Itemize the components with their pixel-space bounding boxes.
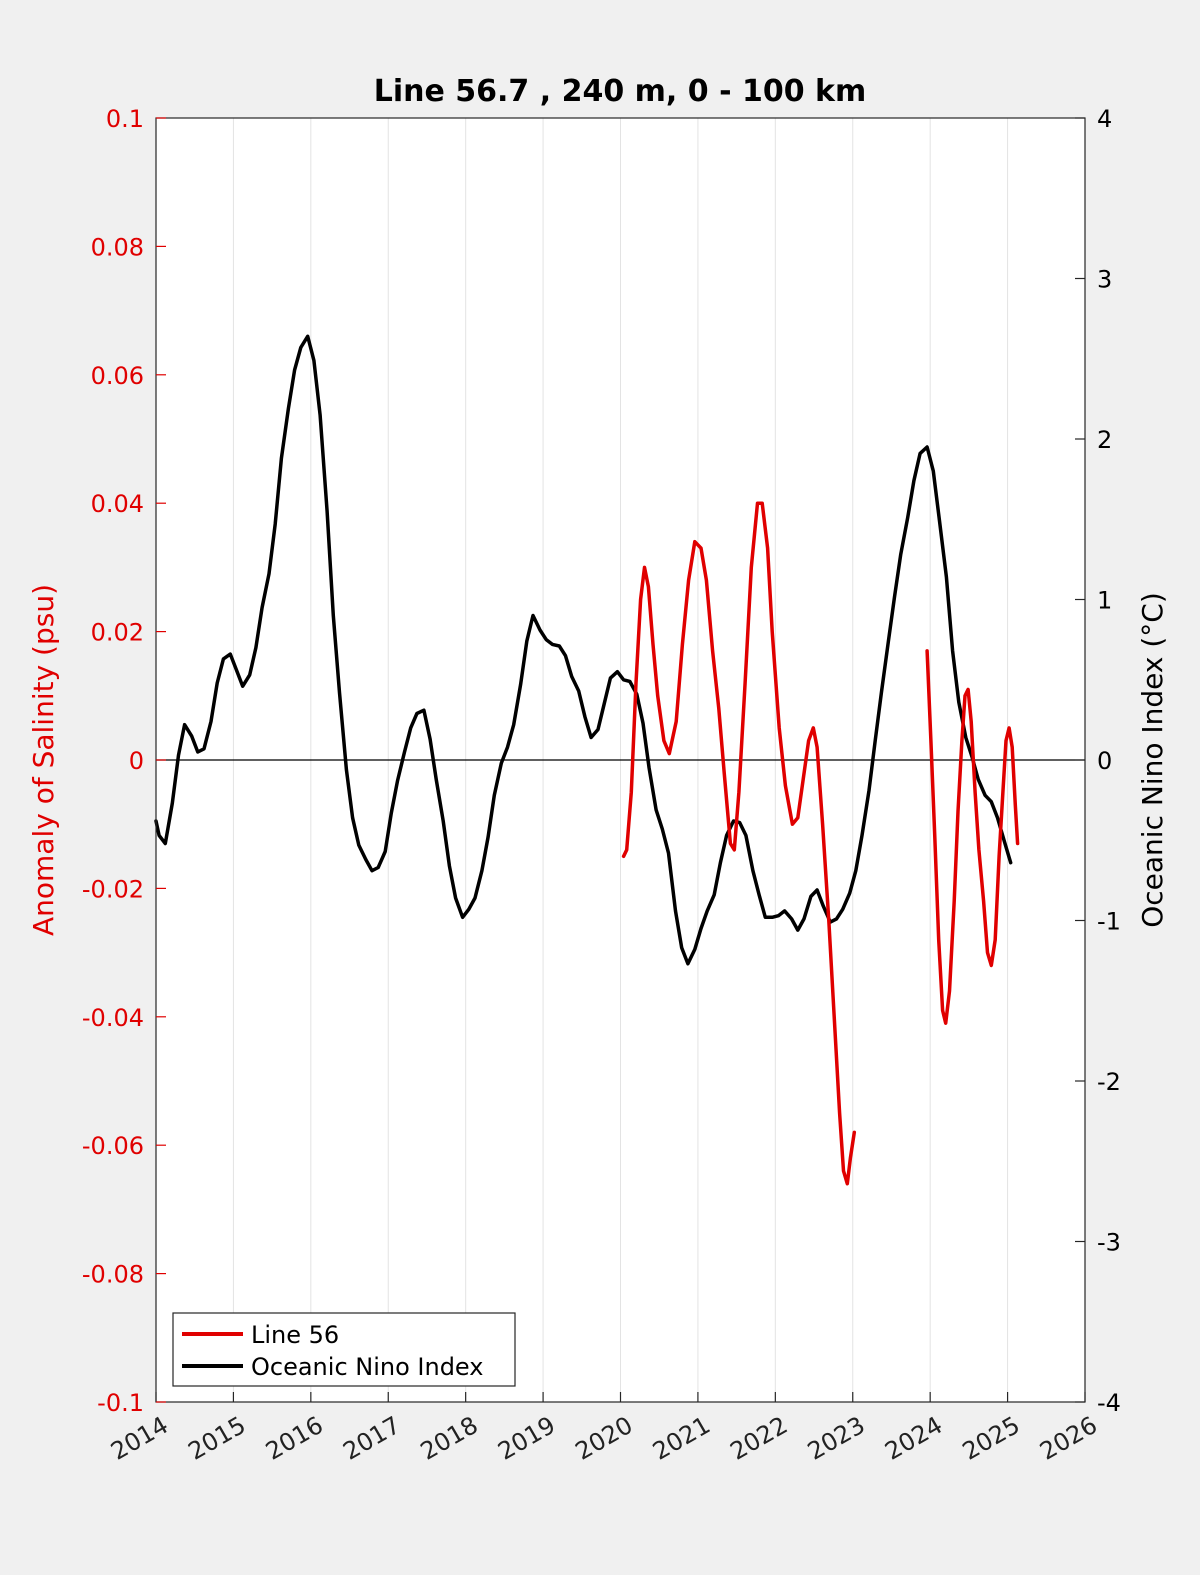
- series-oceanic-nino-index-segment-1: [154, 334, 1013, 966]
- y-left-tick-label: 0: [129, 747, 144, 775]
- x-tick-label: 2017: [338, 1411, 405, 1466]
- x-tick-label: 2019: [493, 1411, 560, 1466]
- legend: Line 56 Oceanic Nino Index: [172, 1312, 516, 1387]
- x-tick-label: 2025: [958, 1411, 1025, 1466]
- x-tick-label: 2018: [416, 1411, 483, 1466]
- x-tick-label: 2014: [106, 1411, 173, 1466]
- axis-ticks: 2014 2015 2016 2017 2018 2019 2020 2021 2022 2023…: [82, 105, 1121, 1466]
- y-axis-left-label: Anomaly of Salinity (psu): [27, 584, 60, 936]
- x-tick-label: 2015: [184, 1411, 251, 1466]
- x-tick-label: 2021: [648, 1411, 715, 1466]
- y-axis-right-label: Oceanic Nino Index (°C): [1136, 592, 1169, 928]
- series-lines: [154, 334, 1020, 1186]
- y-right-tick-label: 3: [1097, 266, 1112, 294]
- x-tick-label: 2016: [261, 1411, 328, 1466]
- y-left-tick-label: 0.08: [91, 233, 144, 261]
- y-left-tick-label: 0.02: [91, 619, 144, 647]
- y-right-tick-label: 0: [1097, 747, 1112, 775]
- y-right-tick-label: 4: [1097, 105, 1112, 133]
- y-left-tick-label: -0.1: [97, 1389, 144, 1417]
- legend-oni-label: Oceanic Nino Index: [251, 1353, 483, 1381]
- chart-title: Line 56.7 , 240 m, 0 - 100 km: [374, 74, 867, 109]
- legend-box: [172, 1312, 516, 1387]
- x-tick-label: 2026: [1035, 1411, 1102, 1466]
- y-right-tick-label: 2: [1097, 426, 1112, 454]
- series-line-56-segment-2: [925, 649, 1020, 1025]
- y-left-tick-label: -0.04: [82, 1004, 144, 1032]
- x-tick-label: 2024: [880, 1411, 947, 1466]
- y-left-tick-label: 0.1: [106, 105, 144, 133]
- y-left-tick-label: -0.02: [82, 875, 144, 903]
- x-tick-label: 2022: [725, 1411, 792, 1466]
- y-left-tick-label: 0.06: [91, 362, 144, 390]
- x-tick-label: 2020: [571, 1411, 638, 1466]
- y-right-tick-label: 1: [1097, 587, 1112, 615]
- x-tick-label: 2023: [803, 1411, 870, 1466]
- y-left-tick-label: 0.04: [91, 490, 144, 518]
- legend-line56-label: Line 56: [251, 1321, 339, 1349]
- y-right-tick-label: -3: [1097, 1229, 1121, 1257]
- y-left-tick-label: -0.08: [82, 1261, 144, 1289]
- y-right-tick-label: -2: [1097, 1068, 1121, 1096]
- y-left-tick-label: -0.06: [82, 1132, 144, 1160]
- series-line-56-segment-1: [621, 501, 857, 1186]
- y-right-tick-label: -1: [1097, 908, 1121, 936]
- y-right-tick-label: -4: [1097, 1389, 1121, 1417]
